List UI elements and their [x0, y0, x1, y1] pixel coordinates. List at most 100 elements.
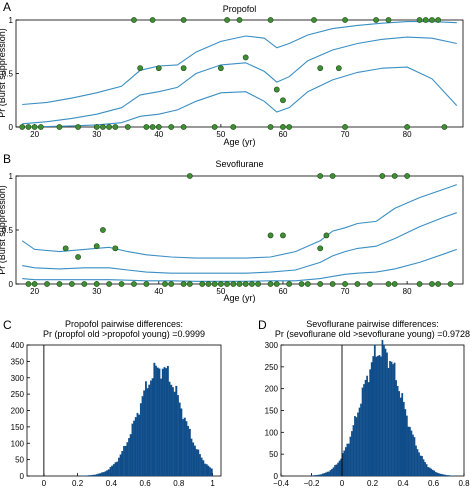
histogram-bar [419, 455, 422, 477]
data-point [106, 281, 113, 287]
data-point [44, 281, 50, 287]
data-point [286, 124, 293, 130]
histogram-bar [398, 391, 401, 477]
histogram-bar [193, 445, 196, 477]
data-point [391, 173, 398, 179]
data-point [186, 281, 193, 287]
histogram-bar [148, 384, 151, 477]
data-point [335, 65, 342, 72]
data-point [435, 17, 442, 23]
histogram-bar [380, 356, 382, 477]
histogram-bar [392, 364, 394, 477]
histogram-bar [136, 412, 139, 477]
histogram-bar [104, 471, 107, 477]
histogram-bar [431, 469, 434, 477]
histogram-bar [109, 467, 112, 477]
histogram-bar [389, 361, 391, 477]
data-point [267, 17, 274, 23]
chart-subtitle: Pr (sevoflurane old >sevoflurane young) … [275, 329, 470, 339]
histogram-bar [387, 367, 390, 477]
data-point [62, 245, 69, 252]
data-point [199, 281, 206, 287]
histogram-bar [114, 462, 117, 477]
histogram-bar [402, 401, 405, 477]
x-tick-label: 70 [341, 287, 350, 296]
histogram-bar [416, 449, 419, 477]
histogram-bar [331, 468, 333, 477]
data-point [100, 227, 106, 233]
curve-line-1 [22, 21, 457, 106]
panel-b: B Sevoflurane 20 30 40 50 60 70 80 0 0.5 1 Age (yr) P… [0, 152, 464, 303]
data-point [429, 281, 435, 287]
data-point [25, 281, 32, 287]
histogram-bar [448, 475, 451, 477]
histogram-bar [112, 464, 115, 477]
data-point [329, 281, 336, 287]
data-point [162, 281, 168, 287]
data-point [37, 124, 44, 130]
histogram-bar [386, 352, 388, 477]
histogram-bar [171, 387, 174, 477]
data-point [385, 17, 392, 23]
x-tick-label: 0.2 [72, 479, 84, 488]
data-point [342, 124, 348, 130]
chart-title: Propofol [223, 4, 257, 14]
histogram-bar [366, 375, 369, 477]
y-tick-label: 100 [265, 428, 279, 437]
x-tick-label: 50 [216, 287, 225, 296]
data-point [317, 245, 324, 252]
data-point [273, 86, 280, 93]
histogram-bar [343, 450, 346, 477]
histogram-bar [317, 474, 320, 477]
histogram-bar [195, 449, 198, 477]
histogram-bar [425, 464, 428, 477]
y-tick-label: 0.5 [2, 226, 14, 235]
chart-title: Sevoflurane [215, 159, 263, 169]
data-point [391, 281, 398, 287]
histogram-bar [150, 380, 152, 477]
histogram-bar [178, 402, 181, 477]
data-point [242, 54, 249, 61]
histogram-bar [326, 471, 329, 477]
histogram-bar [87, 475, 90, 477]
data-point [217, 65, 224, 72]
data-point [230, 281, 237, 287]
histogram-bar [202, 460, 205, 477]
histogram-bar [161, 368, 164, 477]
histogram-bar [143, 390, 146, 477]
data-point [286, 281, 293, 287]
histogram-bar [96, 474, 98, 477]
data-point [404, 173, 411, 179]
histogram-bar [99, 473, 102, 477]
histogram-bar [401, 393, 404, 477]
data-point [180, 281, 187, 287]
y-tick-label: 350 [11, 357, 25, 366]
histogram-bar [334, 465, 336, 477]
x-axis-label: Age (yr) [223, 293, 255, 303]
histogram-bar [190, 438, 193, 477]
histogram-bar [126, 442, 129, 477]
histogram-bar [328, 471, 330, 477]
data-point [68, 281, 75, 287]
histogram-bar [372, 356, 375, 477]
data-point [267, 124, 274, 130]
data-point [217, 281, 224, 287]
x-tick-label: 0.4 [397, 479, 409, 488]
data-point [75, 254, 81, 260]
histogram-bar [373, 345, 376, 477]
y-tick-label: 400 [11, 341, 25, 350]
data-point [373, 17, 379, 23]
histogram-bar [409, 426, 411, 477]
data-point [131, 17, 137, 23]
histogram-bar [163, 367, 166, 477]
panel-letter: D [258, 318, 267, 332]
histogram-bar [198, 454, 201, 477]
x-tick-label: 0.4 [106, 479, 118, 488]
histogram-bar [315, 475, 318, 477]
histogram-bar [369, 369, 372, 477]
data-point [180, 124, 187, 130]
data-point [224, 17, 230, 23]
x-tick-label: 0.6 [428, 479, 440, 488]
data-point [149, 124, 156, 130]
histogram-bar [101, 472, 104, 477]
